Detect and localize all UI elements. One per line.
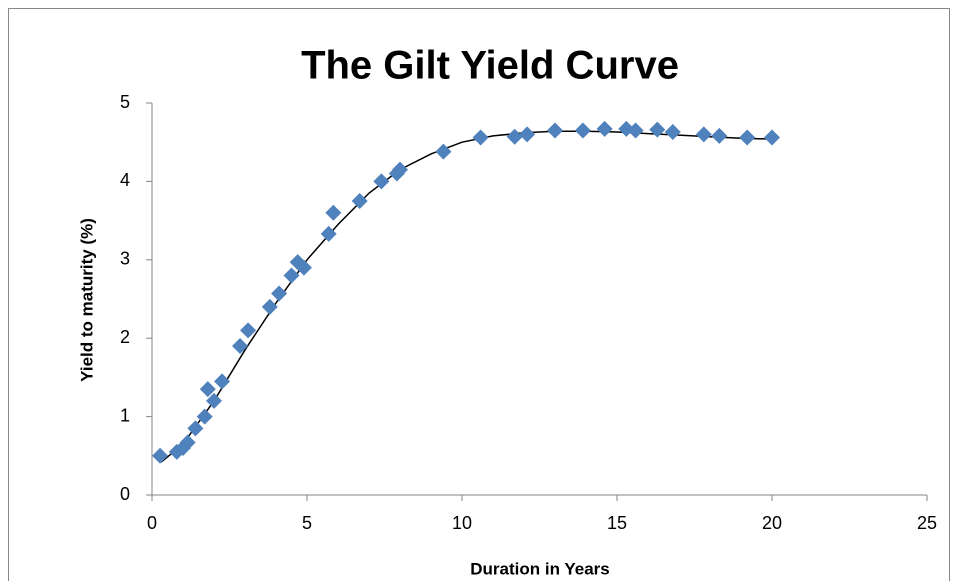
- x-tick-label: 15: [607, 513, 627, 533]
- marker: [627, 122, 644, 139]
- marker: [152, 447, 169, 464]
- y-tick-label: 0: [120, 484, 130, 504]
- x-tick-label: 25: [917, 513, 937, 533]
- y-axis-title: Yield to maturity (%): [77, 218, 96, 382]
- marker: [472, 129, 489, 146]
- marker: [435, 143, 452, 160]
- marker: [283, 267, 300, 284]
- y-tick-label: 5: [120, 92, 130, 112]
- y-tick-label: 2: [120, 327, 130, 347]
- x-axis-title: Duration in Years: [470, 559, 610, 578]
- marker: [199, 381, 216, 398]
- marker: [695, 126, 712, 143]
- marker: [240, 322, 257, 339]
- marker: [649, 121, 666, 138]
- marker: [739, 129, 756, 146]
- marker: [214, 373, 231, 390]
- x-tick-label: 10: [452, 513, 472, 533]
- marker: [373, 173, 390, 190]
- marker: [187, 420, 204, 437]
- marker: [392, 161, 408, 178]
- marker: [574, 122, 591, 139]
- marker: [206, 392, 222, 409]
- marker: [261, 298, 278, 315]
- marker: [295, 259, 312, 276]
- marker: [196, 408, 213, 425]
- x-tick-label: 5: [302, 513, 312, 533]
- marker: [320, 225, 337, 242]
- y-tick-label: 1: [120, 405, 130, 425]
- marker: [232, 338, 249, 355]
- chart-border: [8, 8, 950, 581]
- marker: [547, 122, 563, 139]
- marker: [325, 204, 342, 221]
- marker: [664, 124, 681, 141]
- marker: [519, 126, 536, 143]
- y-tick-label: 4: [120, 170, 130, 190]
- y-tick-label: 3: [120, 249, 130, 269]
- marker: [711, 127, 728, 144]
- marker: [764, 129, 780, 146]
- x-tick-label: 0: [147, 513, 157, 533]
- chart-title: The Gilt Yield Curve: [301, 44, 679, 88]
- marker: [271, 285, 288, 302]
- marker: [506, 128, 523, 145]
- marker: [351, 193, 368, 209]
- marker: [596, 120, 613, 137]
- marker: [179, 434, 196, 451]
- x-tick-label: 20: [762, 513, 782, 533]
